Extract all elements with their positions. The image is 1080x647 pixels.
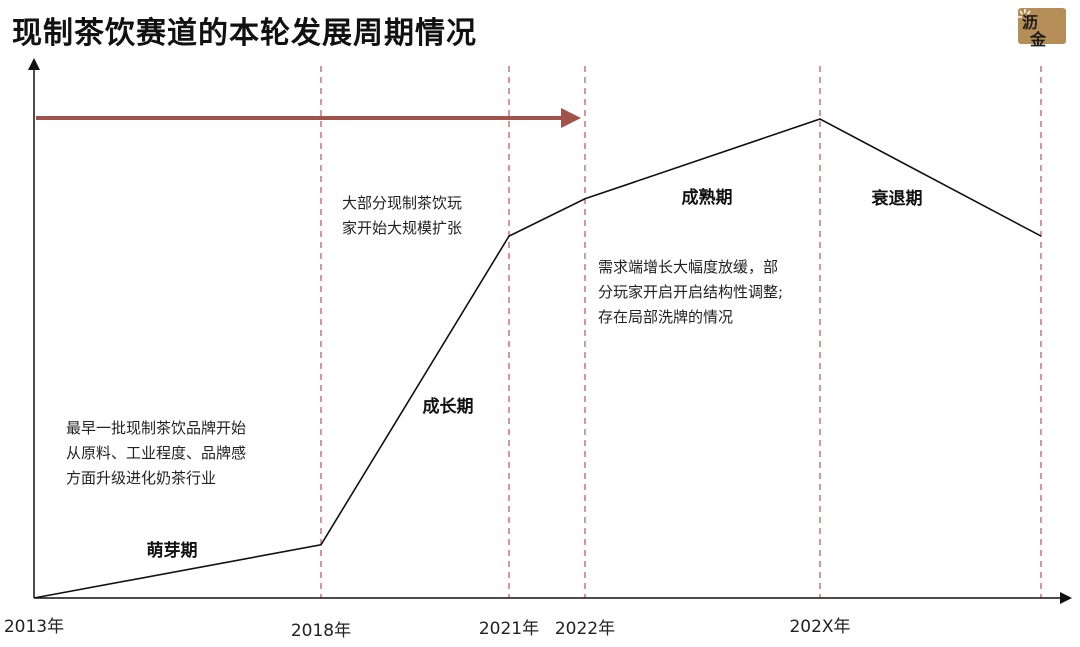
stage-label: 成长期 (423, 396, 474, 417)
stage-label: 成熟期 (682, 187, 733, 208)
x-tick-label: 2013年 (4, 617, 64, 637)
annotation-mature: 需求端增长大幅度放缓，部 分玩家开启开启结构性调整; 存在局部洗牌的情况 (598, 255, 783, 330)
annotation-embryonic: 最早一批现制茶饮品牌开始 从原料、工业程度、品牌感 方面升级进化奶茶行业 (66, 416, 246, 491)
x-tick-label: 2021年 (479, 619, 539, 639)
stage-label: 萌芽期 (147, 540, 198, 561)
annotation-growth: 大部分现制茶饮玩 家开始大规模扩张 (342, 191, 462, 241)
x-tick-label: 2018年 (291, 621, 351, 641)
x-tick-label: 202X年 (789, 617, 850, 637)
stage-label: 衰退期 (871, 188, 923, 209)
x-tick-label: 2022年 (555, 619, 615, 639)
